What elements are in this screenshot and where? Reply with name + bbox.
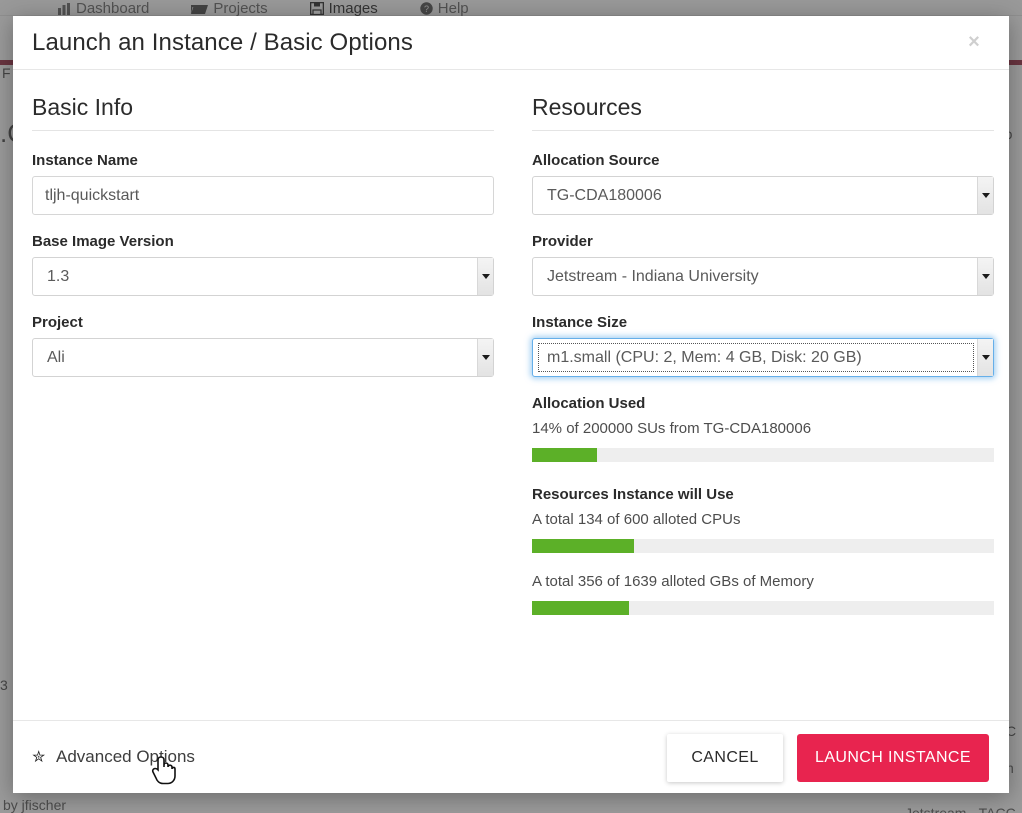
allocation-used-block: Allocation Used 14% of 200000 SUs from T… (532, 395, 994, 462)
progress-fill (532, 448, 597, 462)
launch-instance-button[interactable]: LAUNCH INSTANCE (797, 734, 989, 782)
provider-label: Provider (532, 233, 593, 250)
cpu-detail: A total 134 of 600 alloted CPUs (532, 511, 741, 528)
instance-name-input[interactable] (32, 176, 494, 215)
chevron-down-icon[interactable] (477, 339, 493, 376)
select-box: Jetstream - Indiana University (532, 257, 994, 296)
footer-actions: CANCEL LAUNCH INSTANCE (667, 734, 989, 782)
modal-header: Launch an Instance / Basic Options × (13, 16, 1009, 70)
resources-column: Resources Allocation Source TG-CDA180006… (532, 94, 994, 720)
provider-select[interactable]: Jetstream - Indiana University (532, 257, 994, 296)
select-value: Jetstream - Indiana University (547, 267, 759, 285)
select-value: m1.small (CPU: 2, Mem: 4 GB, Disk: 20 GB… (538, 343, 974, 372)
select-box: Ali (32, 338, 494, 377)
section-title-resources: Resources (532, 94, 994, 131)
cancel-button[interactable]: CANCEL (667, 734, 783, 782)
allocation-used-title: Allocation Used (532, 395, 646, 412)
select-box: 1.3 (32, 257, 494, 296)
base-image-version-select[interactable]: 1.3 (32, 257, 494, 296)
allocation-used-progress (532, 448, 994, 462)
instance-will-use-title: Resources Instance will Use (532, 486, 734, 503)
field-instance-size: Instance Size m1.small (CPU: 2, Mem: 4 G… (532, 314, 994, 377)
chevron-down-icon[interactable] (977, 339, 993, 376)
allocation-source-label: Allocation Source (532, 152, 660, 169)
select-value: TG-CDA180006 (547, 186, 662, 204)
chevron-down-icon[interactable] (977, 258, 993, 295)
basic-info-column: Basic Info Instance Name Base Image Vers… (32, 94, 494, 720)
modal-footer: ✮ Advanced Options CANCEL LAUNCH INSTANC… (13, 720, 1009, 793)
memory-detail: A total 356 of 1639 alloted GBs of Memor… (532, 573, 814, 590)
modal-body: Basic Info Instance Name Base Image Vers… (13, 70, 1009, 720)
memory-progress (532, 601, 994, 615)
chevron-down-icon[interactable] (977, 177, 993, 214)
section-title-basic-info: Basic Info (32, 94, 494, 131)
field-provider: Provider Jetstream - Indiana University (532, 233, 994, 296)
project-select[interactable]: Ali (32, 338, 494, 377)
select-box: m1.small (CPU: 2, Mem: 4 GB, Disk: 20 GB… (532, 338, 994, 377)
chevron-down-icon[interactable] (477, 258, 493, 295)
allocation-source-select[interactable]: TG-CDA180006 (532, 176, 994, 215)
instance-will-use-block: Resources Instance will Use A total 134 … (532, 486, 994, 553)
gear-icon: ✮ (32, 748, 46, 766)
select-value: 1.3 (47, 267, 70, 285)
launch-instance-modal: Launch an Instance / Basic Options × Bas… (13, 16, 1009, 793)
instance-name-label: Instance Name (32, 152, 138, 169)
select-value: Ali (47, 348, 65, 366)
select-box: TG-CDA180006 (532, 176, 994, 215)
instance-size-label: Instance Size (532, 314, 628, 331)
page-title: Launch an Instance / Basic Options (32, 28, 413, 56)
progress-fill (532, 601, 630, 615)
instance-size-select[interactable]: m1.small (CPU: 2, Mem: 4 GB, Disk: 20 GB… (532, 338, 994, 377)
field-allocation-source: Allocation Source TG-CDA180006 (532, 152, 994, 215)
cpu-progress (532, 539, 994, 553)
field-base-image-version: Base Image Version 1.3 (32, 233, 494, 296)
advanced-options-button[interactable]: ✮ Advanced Options (32, 747, 195, 767)
project-label: Project (32, 314, 83, 331)
memory-block: A total 356 of 1639 alloted GBs of Memor… (532, 573, 994, 615)
base-image-version-label: Base Image Version (32, 233, 174, 250)
allocation-used-detail: 14% of 200000 SUs from TG-CDA180006 (532, 420, 812, 437)
close-icon[interactable]: × (968, 31, 980, 53)
field-project: Project Ali (32, 314, 494, 377)
field-instance-name: Instance Name (32, 152, 494, 215)
advanced-options-label: Advanced Options (56, 747, 195, 766)
progress-fill (532, 539, 634, 553)
